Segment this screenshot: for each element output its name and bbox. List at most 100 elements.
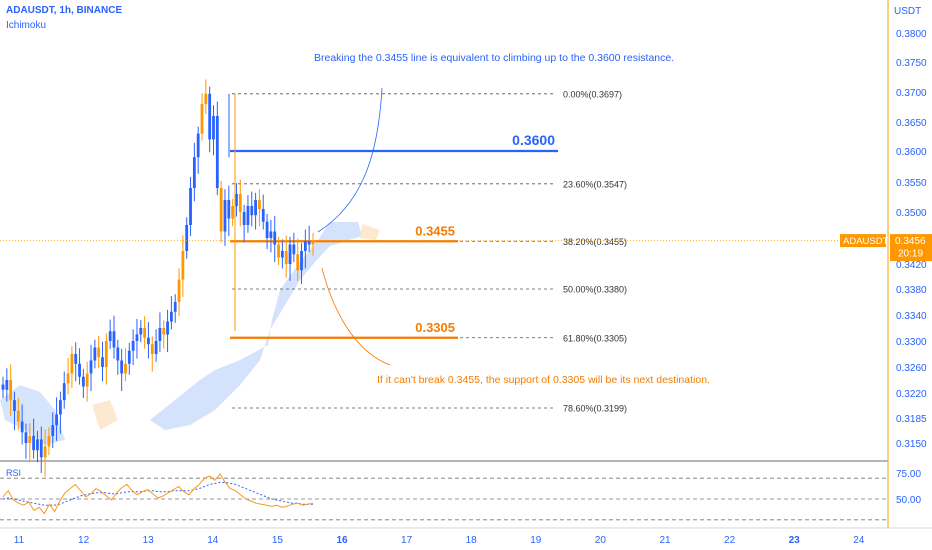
y-tick-label: 0.3300 [896, 337, 927, 348]
candle-body [55, 414, 58, 426]
candle-body [43, 446, 47, 458]
candle-body [120, 360, 124, 374]
candle-body [150, 344, 154, 354]
candle-body [24, 432, 28, 443]
candle-body [300, 251, 303, 271]
bar-countdown: 20:19 [898, 249, 923, 260]
candle-body [284, 251, 288, 264]
candle-body [108, 331, 112, 341]
x-tick-label: 21 [659, 535, 671, 546]
candle-body [254, 200, 257, 216]
rsi-tick-label: 50.00 [896, 495, 921, 506]
candle-body [9, 380, 13, 401]
candles [1, 79, 315, 477]
candle-body [265, 221, 269, 238]
current-price-tag[interactable]: ADAUSDT 0.3456 20:19 [840, 234, 932, 262]
candle-body [219, 188, 223, 232]
fib-label: 61.80%(0.3305) [563, 333, 627, 343]
candle-body [116, 347, 120, 361]
candle-body [20, 421, 24, 433]
candle-body [51, 425, 55, 436]
candle-body [139, 328, 143, 335]
candle-body [169, 311, 173, 322]
candle-body [39, 439, 43, 458]
level-label: 0.3455 [415, 223, 455, 238]
cloud-area [92, 400, 118, 430]
candle-body [89, 360, 93, 374]
candle-body [32, 435, 36, 451]
y-tick-label: 0.3650 [896, 118, 927, 129]
candle-body [200, 104, 204, 134]
y-tick-label: 0.3150 [896, 439, 927, 450]
y-tick-label: 0.3800 [896, 29, 927, 40]
candle-body [250, 206, 254, 216]
candle-body [1, 384, 5, 390]
candle-body [81, 376, 85, 387]
x-tick-label: 17 [401, 535, 413, 546]
rsi-tick-label: 75.00 [896, 469, 921, 480]
candle-body [166, 321, 169, 335]
y-tick-label: 0.3550 [896, 178, 927, 189]
candle-body [235, 194, 238, 206]
candle-body [47, 435, 51, 447]
x-tick-label: 24 [853, 535, 865, 546]
candle-body [307, 241, 311, 245]
candle-body [238, 194, 242, 212]
x-tick-label: 11 [14, 535, 25, 546]
y-tick-label: 0.3380 [896, 285, 927, 296]
fib-label: 50.00%(0.3380) [563, 285, 627, 295]
candle-body [131, 341, 135, 351]
x-tick-label: 20 [595, 535, 607, 546]
fib-label: 23.60%(0.3547) [563, 179, 627, 189]
x-tick-label: 23 [789, 535, 801, 546]
annotation-blue: Breaking the 0.3455 line is equivalent t… [314, 52, 674, 64]
y-tick-label: 0.3185 [896, 414, 927, 425]
candle-body [101, 357, 104, 367]
candle-body [85, 373, 89, 387]
candle-body [215, 116, 219, 188]
candle-body [135, 334, 139, 341]
candle-body [296, 254, 300, 271]
candle-body [104, 341, 108, 367]
annotation-arrow-orange [321, 267, 391, 366]
candle-body [16, 410, 20, 422]
y-tick-label: 0.3700 [896, 88, 927, 99]
candle-body [258, 200, 261, 209]
y-axis-unit: USDT [894, 6, 921, 17]
x-tick-label: 16 [336, 535, 348, 546]
y-tick-label: 0.3260 [896, 363, 927, 374]
candle-body [28, 435, 32, 443]
candle-body [97, 347, 101, 358]
candle-body [189, 188, 192, 225]
rsi-label: RSI [6, 468, 21, 478]
level-label: 0.3305 [415, 320, 455, 335]
candle-body [196, 133, 200, 158]
chart-title[interactable]: ADAUSDT, 1h, BINANCE [6, 5, 123, 16]
y-tick-label: 0.3220 [896, 389, 927, 400]
candle-body [93, 347, 97, 361]
candle-body [124, 363, 127, 374]
candle-body [280, 251, 284, 258]
rsi-line [2, 473, 314, 515]
candle-body [59, 400, 62, 415]
candle-body [246, 206, 250, 225]
cloud-area [150, 222, 362, 430]
candle-body [292, 244, 296, 255]
indicator-label[interactable]: Ichimoku [6, 20, 47, 31]
candle-body [288, 244, 292, 264]
candle-body [181, 251, 185, 280]
candle-body [311, 240, 315, 245]
x-tick-label: 15 [272, 535, 284, 546]
annotation-arrow-blue [317, 87, 383, 233]
candle-body [162, 328, 166, 335]
candle-body [154, 341, 158, 354]
candle-body [273, 231, 277, 245]
x-tick-label: 14 [207, 535, 219, 546]
y-tick-label: 0.3340 [896, 311, 927, 322]
candle-body [143, 328, 147, 338]
candle-body [158, 328, 162, 341]
time-axis-ticks: 11 12 13 14 15 16 17 18 19 20 21 22 23 24 [14, 535, 865, 546]
candle-body [5, 380, 9, 390]
candle-body [62, 383, 66, 401]
